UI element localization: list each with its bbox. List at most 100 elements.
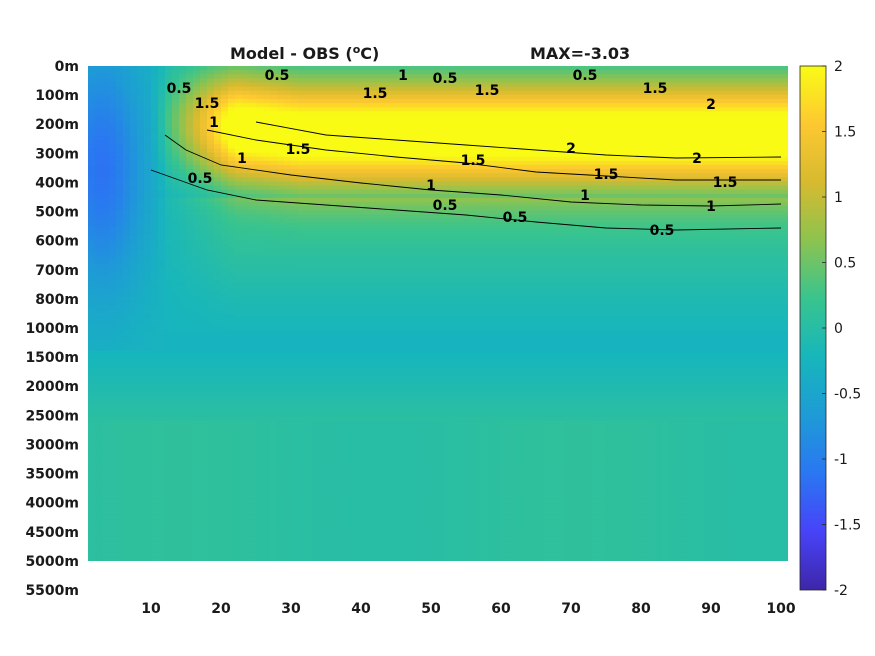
heatmap-cell (242, 165, 250, 170)
heatmap-cell (354, 185, 362, 191)
heatmap-cell (536, 247, 544, 253)
heatmap-cell (158, 243, 166, 249)
heatmap-cell (599, 185, 607, 191)
heatmap-cell (557, 119, 565, 125)
heatmap-cell (522, 268, 530, 273)
heatmap-cell (494, 127, 502, 133)
heatmap-cell (550, 82, 558, 88)
heatmap-cell (186, 222, 194, 228)
heatmap-cell (662, 173, 670, 178)
heatmap-cell (550, 243, 558, 249)
heatmap-cell (179, 140, 187, 145)
heatmap-cell (739, 239, 747, 244)
heatmap-cell (578, 103, 586, 108)
heatmap-cell (186, 160, 194, 166)
heatmap-cell (375, 218, 383, 224)
heatmap-cell (438, 111, 446, 117)
heatmap-cell (669, 119, 677, 125)
heatmap-cell (697, 218, 705, 224)
heatmap-cell (340, 268, 348, 273)
heatmap-cell (557, 86, 565, 92)
heatmap-cell (137, 107, 145, 112)
heatmap-cell (648, 193, 656, 199)
heatmap-cell (676, 193, 684, 199)
heatmap-cell (522, 94, 530, 100)
heatmap-cell (144, 119, 152, 125)
heatmap-cell (634, 99, 642, 104)
heatmap-cell (375, 165, 383, 170)
heatmap-cell (340, 70, 348, 75)
heatmap-cell (767, 247, 775, 253)
heatmap-cell (676, 210, 684, 216)
heatmap-cell (613, 132, 621, 137)
heatmap-cell (753, 115, 761, 121)
heatmap-cell (165, 127, 173, 133)
heatmap-cell (662, 148, 670, 154)
heatmap-cell (116, 202, 124, 207)
heatmap-cell (606, 247, 614, 253)
heatmap-cell (613, 115, 621, 121)
heatmap-cell (256, 127, 264, 133)
heatmap-cell (508, 268, 516, 273)
heatmap-cell (522, 74, 530, 79)
heatmap-cell (361, 140, 369, 145)
heatmap-cell (697, 94, 705, 100)
heatmap-cell (144, 181, 152, 187)
heatmap-cell (711, 127, 719, 133)
heatmap-cell (368, 160, 376, 166)
heatmap-cell (410, 123, 418, 129)
heatmap-cell (347, 185, 355, 191)
heatmap-cell (725, 255, 733, 261)
heatmap-cell (781, 226, 788, 232)
heatmap-cell (683, 251, 691, 257)
heatmap-cell (760, 255, 768, 261)
heatmap-cell (354, 222, 362, 228)
heatmap-cell (179, 169, 187, 174)
heatmap-cell (445, 231, 453, 236)
heatmap-cell (648, 198, 656, 203)
heatmap-cell (207, 239, 215, 244)
heatmap-cell (494, 198, 502, 203)
heatmap-cell (452, 119, 460, 125)
heatmap-cell (179, 103, 187, 108)
heatmap-cell (361, 115, 369, 121)
heatmap-cell (193, 181, 201, 187)
heatmap-cell (487, 231, 495, 236)
heatmap-cell (291, 94, 299, 100)
heatmap-cell (417, 214, 425, 220)
heatmap-cell (718, 136, 726, 141)
heatmap-cell (88, 94, 96, 100)
heatmap-cell (256, 177, 264, 183)
heatmap-cell (109, 206, 117, 211)
heatmap-cell (550, 239, 558, 244)
heatmap-cell (277, 206, 285, 211)
heatmap-cell (634, 152, 642, 158)
heatmap-cell (522, 193, 530, 199)
heatmap-cell (564, 78, 572, 84)
heatmap-cell (760, 111, 768, 117)
heatmap-cell (235, 74, 243, 79)
heatmap-cell (676, 111, 684, 117)
heatmap-cell (284, 231, 292, 236)
heatmap-cell (179, 181, 187, 187)
heatmap-cell (690, 193, 698, 199)
heatmap-cell (172, 189, 180, 195)
heatmap-cell (375, 214, 383, 220)
heatmap-cell (515, 90, 523, 96)
heatmap-cell (221, 127, 229, 133)
heatmap-cell (557, 152, 565, 158)
heatmap-cell (158, 148, 166, 154)
heatmap-cell (739, 231, 747, 236)
heatmap-cell (494, 99, 502, 104)
heatmap-cell (438, 86, 446, 92)
heatmap-cell (676, 115, 684, 121)
heatmap-cell (221, 144, 229, 150)
heatmap-cell (130, 193, 138, 199)
heatmap-cell (445, 198, 453, 203)
heatmap-cell (648, 136, 656, 141)
heatmap-cell (459, 239, 467, 244)
heatmap-cell (466, 222, 474, 228)
heatmap-cell (221, 202, 229, 207)
heatmap-cell (613, 218, 621, 224)
heatmap-cell (662, 132, 670, 137)
